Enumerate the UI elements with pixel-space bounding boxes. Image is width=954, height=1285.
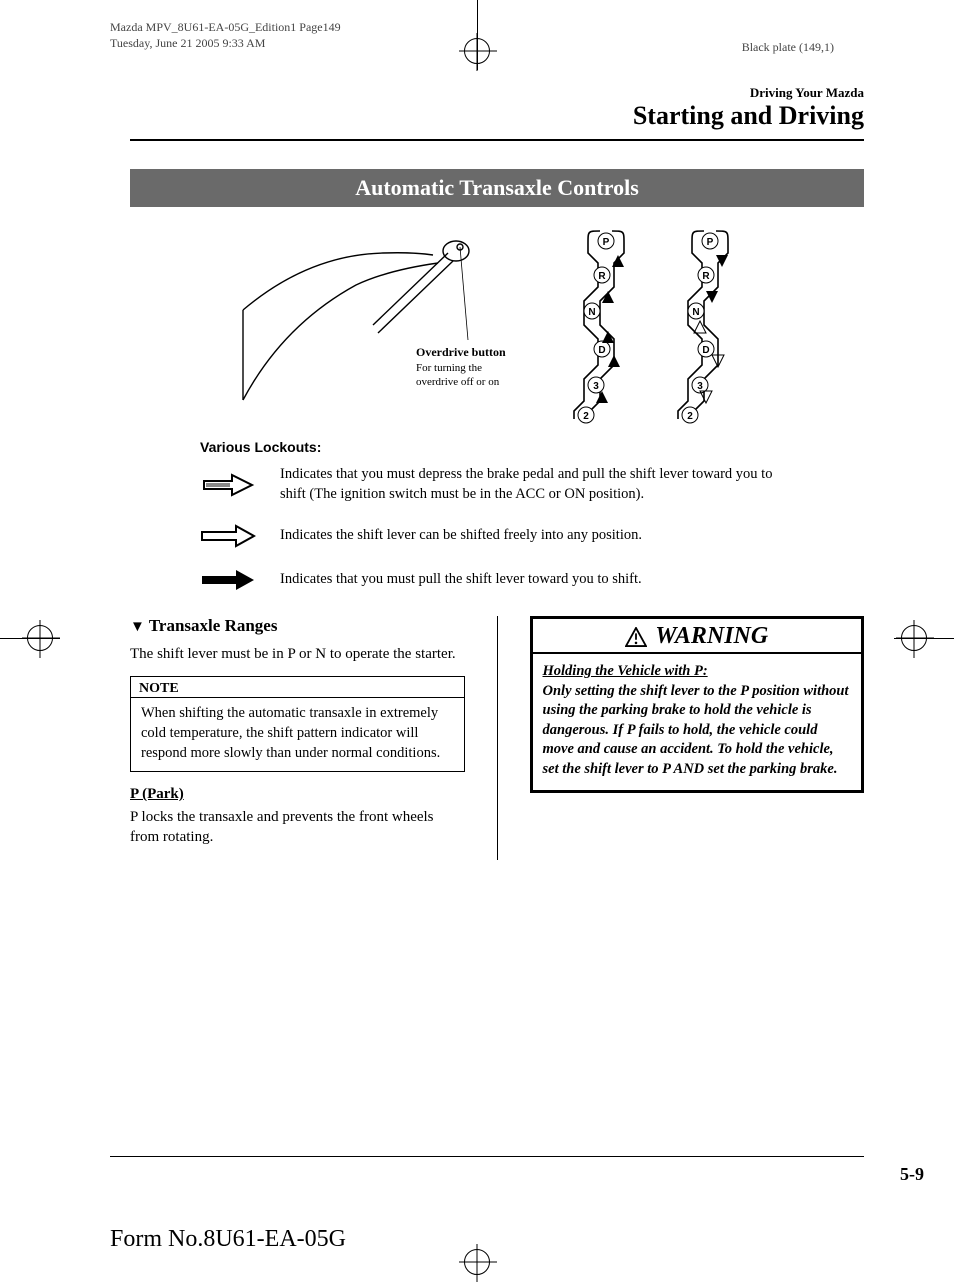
shift-lever-illustration: Overdrive button For turning the overdri… (238, 225, 548, 425)
lockout-row: Indicates that you must pull the shift l… (200, 568, 864, 592)
shift-pattern-up: P R N D 3 2 (670, 225, 756, 425)
note-title: NOTE (131, 677, 464, 698)
svg-text:2: 2 (687, 411, 693, 422)
svg-text:R: R (598, 271, 606, 282)
arrow-outline-long-icon (200, 524, 256, 548)
svg-text:N: N (588, 307, 595, 318)
right-column: WARNING Holding the Vehicle with P: Only… (530, 616, 865, 859)
header-rule (130, 139, 864, 141)
svg-text:3: 3 (593, 381, 599, 392)
intro-text: The shift lever must be in P or N to ope… (130, 644, 465, 664)
content-area: Driving Your Mazda Starting and Driving … (130, 85, 864, 860)
warning-title: WARNING (533, 619, 862, 654)
svg-text:2: 2 (583, 411, 589, 422)
transaxle-ranges-heading: ▼Transaxle Ranges (130, 616, 465, 636)
footer-rule (110, 1156, 864, 1157)
lockout-text: Indicates the shift lever can be shifted… (280, 526, 642, 546)
warning-text: Only setting the shift lever to the P po… (543, 683, 849, 777)
print-metadata: Mazda MPV_8U61-EA-05G_Edition1 Page149 T… (110, 20, 894, 55)
page-number: 5-9 (900, 1164, 924, 1185)
lockout-row: Indicates that you must depress the brak… (200, 465, 864, 504)
p-park-body: P locks the transaxle and prevents the f… (130, 807, 465, 848)
triangle-down-icon: ▼ (130, 619, 145, 635)
diagram-row: Overdrive button For turning the overdri… (130, 225, 864, 425)
svg-text:D: D (598, 345, 605, 356)
svg-text:P: P (603, 237, 610, 248)
print-plate: Black plate (149,1) (742, 40, 834, 55)
print-file: Mazda MPV_8U61-EA-05G_Edition1 Page149 (110, 20, 341, 36)
chapter-title: Driving Your Mazda (130, 85, 864, 101)
arrow-solid-icon (200, 568, 256, 592)
svg-text:D: D (702, 345, 709, 356)
overdrive-label: Overdrive button (416, 345, 506, 359)
shift-pattern-down: P R N D 3 2 (566, 225, 652, 425)
overdrive-desc-2: overdrive off or on (416, 376, 500, 388)
topic-banner: Automatic Transaxle Controls (130, 169, 864, 207)
lockout-text: Indicates that you must pull the shift l… (280, 570, 642, 590)
warning-box: WARNING Holding the Vehicle with P: Only… (530, 616, 865, 792)
warning-triangle-icon (625, 627, 647, 647)
warning-body: Holding the Vehicle with P: Only setting… (533, 654, 862, 789)
lockout-text: Indicates that you must depress the brak… (280, 465, 800, 504)
left-column: ▼Transaxle Ranges The shift lever must b… (130, 616, 465, 859)
section-title: Starting and Driving (130, 101, 864, 131)
crop-register-top (464, 38, 490, 64)
lockout-row: Indicates the shift lever can be shifted… (200, 524, 864, 548)
note-box: NOTE When shifting the automatic transax… (130, 676, 465, 772)
svg-text:R: R (702, 271, 710, 282)
form-number: Form No.8U61-EA-05G (110, 1226, 346, 1253)
crop-register-bottom (464, 1249, 490, 1275)
page: Mazda MPV_8U61-EA-05G_Edition1 Page149 T… (0, 0, 954, 1285)
lockouts-heading: Various Lockouts: (200, 439, 864, 455)
print-timestamp: Tuesday, June 21 2005 9:33 AM (110, 36, 341, 52)
svg-text:3: 3 (697, 381, 703, 392)
overdrive-desc-1: For turning the (416, 362, 482, 374)
arrow-outline-short-icon (200, 473, 256, 497)
p-park-heading: P (Park) (130, 786, 465, 803)
column-divider (497, 616, 498, 859)
two-column-region: ▼Transaxle Ranges The shift lever must b… (130, 616, 864, 859)
doc-header: Driving Your Mazda Starting and Driving (130, 85, 864, 131)
svg-text:P: P (707, 237, 714, 248)
warning-lead: Holding the Vehicle with P: (543, 662, 852, 682)
svg-text:N: N (692, 307, 699, 318)
note-body: When shifting the automatic transaxle in… (131, 698, 464, 771)
